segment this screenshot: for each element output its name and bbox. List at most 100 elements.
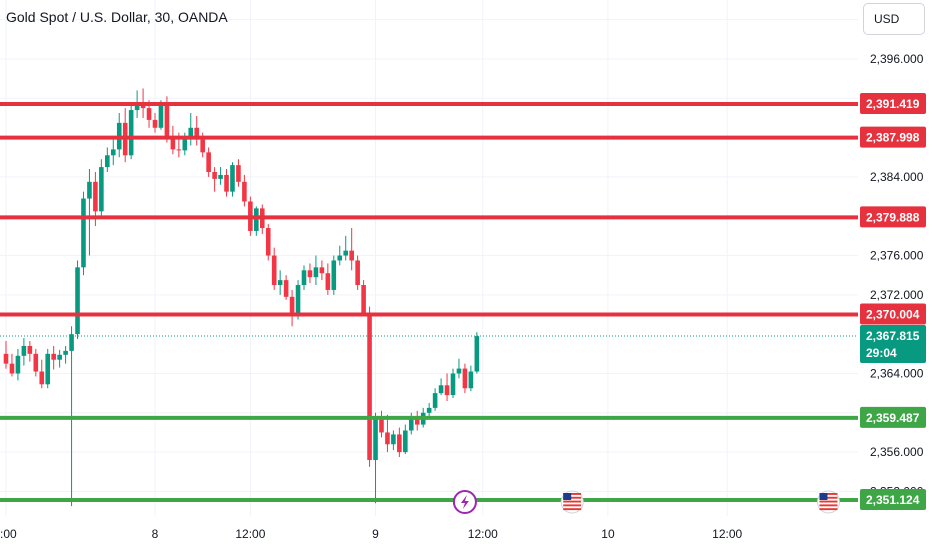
candle-body [170, 137, 176, 150]
time-axis[interactable]: :00 8 12:00 9 12:00 10 12:00 [0, 516, 932, 550]
candle-body [87, 181, 92, 199]
candle [194, 115, 200, 146]
candle [33, 348, 39, 377]
candle [51, 345, 56, 370]
level-price-label: 2,391.419 [866, 97, 920, 111]
candle-body [51, 353, 56, 360]
candle [319, 260, 325, 281]
price-tick-label: 2,364.000 [870, 366, 924, 380]
candle-body [397, 434, 402, 453]
candle-body [63, 350, 68, 355]
candle [212, 167, 217, 192]
candle-body [176, 149, 182, 151]
candle-body [450, 373, 456, 396]
candle [277, 270, 283, 295]
candle-body [110, 149, 116, 156]
candle [188, 113, 194, 146]
candle-body [444, 385, 450, 396]
level-price-label: 2,379.888 [866, 210, 920, 224]
time-tick-label: :00 [0, 527, 17, 541]
time-tick-label: 12:00 [712, 527, 742, 541]
candle-body [45, 353, 51, 385]
candle-body [462, 368, 468, 389]
level-price-badge: 2,387.998 [860, 126, 926, 148]
candle-body [426, 407, 432, 413]
candle-body [39, 371, 45, 385]
candle [385, 414, 390, 453]
candle-body [271, 255, 277, 286]
level-price-badge: 2,351.124 [860, 489, 926, 511]
currency-button[interactable]: USD [863, 3, 925, 35]
candle-body [319, 267, 325, 274]
level-price-badge: 2,359.487 [860, 406, 926, 428]
us-flag-icon[interactable] [816, 490, 840, 514]
candle-body [152, 119, 158, 128]
candle [75, 260, 80, 340]
price-tick-label: 2,384.000 [870, 170, 924, 184]
candle [462, 363, 468, 394]
events-layer[interactable] [452, 490, 840, 514]
candle [206, 147, 211, 177]
level-price-label: 2,359.487 [866, 411, 920, 425]
candle [63, 345, 68, 364]
candle [331, 255, 337, 295]
candle-body [164, 103, 170, 138]
chart-title: Gold Spot / U.S. Dollar, 30, OANDA [6, 9, 228, 25]
candle-body [15, 355, 21, 374]
candle [21, 338, 27, 366]
candle-body [188, 127, 194, 140]
candle-body [27, 345, 33, 354]
candle-body [128, 110, 134, 156]
candle-body [134, 103, 140, 111]
candle-body [355, 260, 360, 286]
us-flag-icon[interactable] [560, 490, 584, 514]
candle [301, 265, 307, 290]
candle-body [367, 312, 372, 460]
candle-body [212, 172, 217, 179]
candle-body [182, 139, 188, 151]
candle-body [337, 255, 343, 261]
candle-body [403, 430, 408, 453]
price-tick-label: 2,396.000 [870, 52, 924, 66]
candle [337, 245, 343, 266]
candle [265, 224, 271, 261]
candle-body [414, 417, 420, 425]
candle-body [3, 353, 9, 364]
candle-body [331, 260, 337, 290]
candle-body [277, 280, 283, 286]
candle [426, 402, 432, 418]
countdown-label: 29:04 [866, 346, 897, 360]
candle-body [230, 165, 235, 192]
candle [474, 332, 480, 374]
candle [170, 125, 176, 155]
candle [432, 388, 438, 411]
time-tick-label: 9 [372, 527, 379, 541]
candle-body [218, 174, 223, 179]
candle-body [9, 363, 15, 374]
candle [403, 424, 408, 455]
candle [236, 159, 241, 187]
level-price-badge: 2,379.888 [860, 206, 926, 228]
candle-body [289, 296, 295, 315]
candle [105, 147, 110, 172]
candle-body [343, 250, 349, 256]
candle [110, 139, 116, 166]
candle [3, 341, 9, 369]
level-price-badge: 2,391.419 [860, 92, 926, 114]
candle-body [242, 181, 247, 202]
price-tick-label: 2,356.000 [870, 445, 924, 459]
candle-body [438, 385, 444, 394]
candle [444, 373, 450, 402]
candle [224, 169, 229, 197]
horizontal-levels[interactable] [0, 101, 858, 503]
candle-body [254, 208, 259, 231]
candle [361, 280, 366, 317]
candle-body [206, 152, 211, 172]
candle-body [105, 155, 110, 168]
candle [27, 341, 33, 362]
lightning-icon[interactable] [452, 490, 477, 514]
candle-body [283, 280, 289, 297]
price-axis[interactable]: 2,400.0002,396.0002,392.0002,384.0002,37… [858, 0, 932, 516]
candle [391, 430, 396, 451]
